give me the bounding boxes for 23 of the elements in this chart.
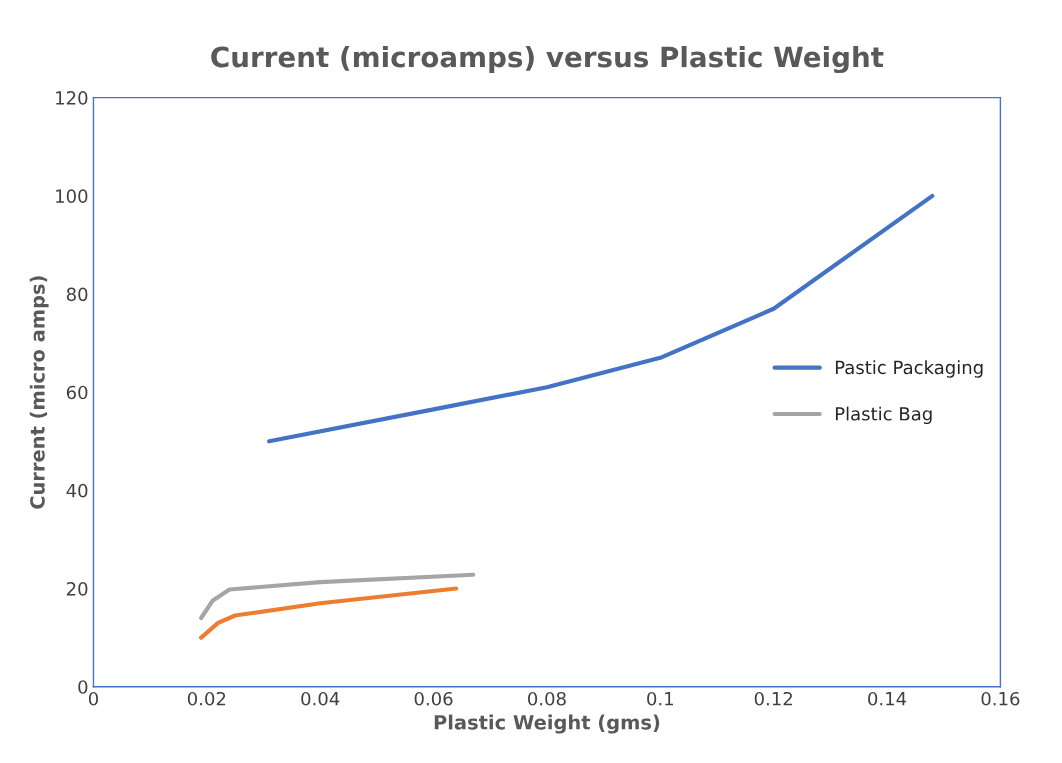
line-series (199, 586, 459, 640)
x-tick-label: 0.16 (981, 691, 1020, 706)
y-tick-label: 0 (78, 680, 88, 694)
x-tick-label: 0.04 (301, 691, 340, 706)
x-tick-label: 0 (88, 691, 98, 706)
x-tick-label: 0.02 (187, 691, 226, 706)
x-tick-label: 0.1 (647, 691, 673, 706)
x-axis-title: Plastic Weight (gms) (434, 714, 660, 734)
y-tick-label: 40 (66, 483, 88, 498)
y-tick-label: 80 (66, 287, 88, 302)
legend-label: Pastic Packaging (835, 360, 983, 378)
y-tick-label: 120 (56, 91, 88, 105)
line-series (199, 572, 476, 621)
legend-label: Plastic Bag (835, 406, 932, 425)
chart-title: Current (microamps) versus Plastic Weight (211, 46, 884, 74)
x-tick-label: 0.12 (754, 691, 792, 706)
y-axis-title: Current (micro amps) (29, 276, 49, 509)
y-tick-label: 20 (66, 581, 88, 596)
x-tick-label: 0.06 (414, 691, 453, 706)
x-tick-label: 0.08 (528, 691, 566, 706)
y-tick-label: 100 (56, 189, 88, 203)
y-tick-label: 60 (66, 385, 88, 400)
x-tick-label: 0.14 (868, 691, 907, 706)
